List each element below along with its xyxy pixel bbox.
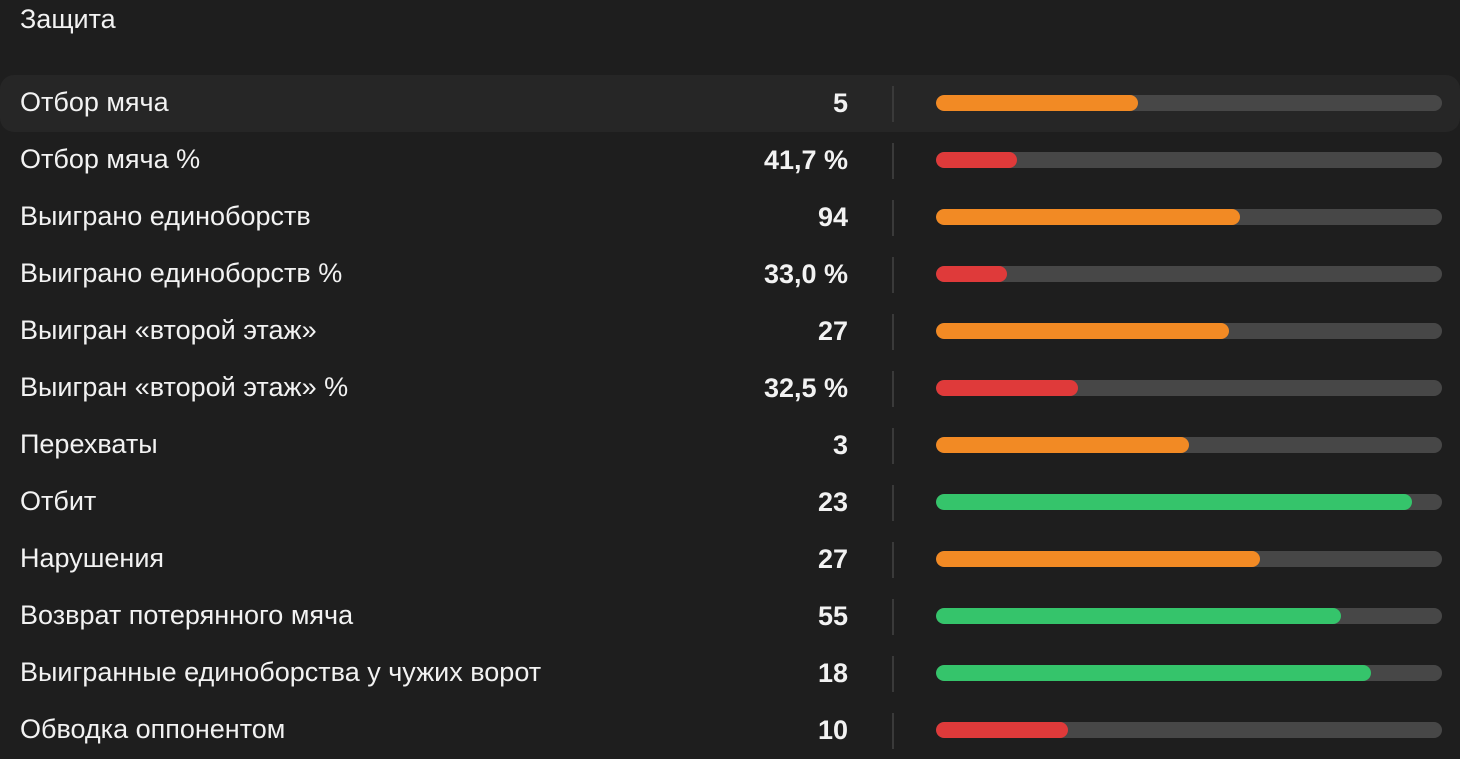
stat-bar-fill [936,323,1230,339]
row-divider [892,257,894,293]
stat-label: Отбор мяча [20,87,169,117]
stat-value: 27 [817,316,848,346]
row-divider [892,143,894,179]
stat-value: 32,5 % [763,373,848,403]
stat-label: Выигранные единоборства у чужих ворот [20,657,542,687]
stat-bar-fill [936,95,1139,111]
stat-bar-track [936,437,1442,453]
stat-bar-track [936,665,1442,681]
stat-label: Возврат потерянного мяча [20,600,354,630]
stat-row[interactable]: Выигранные единоборства у чужих ворот 18 [0,645,1460,702]
stat-value: 10 [817,715,848,745]
row-divider [892,485,894,521]
stat-row[interactable]: Перехваты 3 [0,417,1460,474]
stat-bar-fill [936,494,1412,510]
stat-label: Отбит [20,486,97,516]
stat-value: 23 [817,487,848,517]
stat-value: 5 [832,88,848,118]
stat-bar-fill [936,665,1372,681]
stat-label: Выиграно единоборств % [20,258,343,288]
row-divider [892,428,894,464]
stat-row[interactable]: Отбор мяча 5 [0,75,1460,132]
row-divider [892,371,894,407]
stat-label: Выигран «второй этаж» [20,315,317,345]
stat-bar-track [936,722,1442,738]
section-title: Защита [20,4,116,34]
stat-row[interactable]: Нарушения 27 [0,531,1460,588]
stat-label: Отбор мяча % [20,144,201,174]
stat-bar-track [936,209,1442,225]
stat-value: 94 [817,202,848,232]
stat-bar-fill [936,722,1068,738]
stat-row[interactable]: Возврат потерянного мяча 55 [0,588,1460,645]
stat-value: 55 [817,601,848,631]
stat-row[interactable]: Обводка оппонентом 10 [0,702,1460,759]
stat-bar-fill [936,209,1240,225]
stat-bar-fill [936,380,1078,396]
stat-row[interactable]: Отбор мяча % 41,7 % [0,132,1460,189]
stat-bar-track [936,551,1442,567]
stat-row[interactable]: Выигран «второй этаж» % 32,5 % [0,360,1460,417]
stat-row[interactable]: Выиграно единоборств 94 [0,189,1460,246]
row-divider [892,314,894,350]
stat-row[interactable]: Отбит 23 [0,474,1460,531]
stat-bar-track [936,95,1442,111]
stat-bar-fill [936,152,1017,168]
stats-list: Отбор мяча 5 Отбор мяча % 41,7 % Выигран… [0,75,1460,759]
stat-bar-track [936,494,1442,510]
stat-row[interactable]: Выиграно единоборств % 33,0 % [0,246,1460,303]
stat-bar-track [936,152,1442,168]
stat-label: Нарушения [20,543,165,573]
row-divider [892,542,894,578]
stat-row[interactable]: Выигран «второй этаж» 27 [0,303,1460,360]
stat-value: 3 [832,430,848,460]
row-divider [892,599,894,635]
stat-value: 27 [817,544,848,574]
stat-label: Выиграно единоборств [20,201,311,231]
stat-value: 18 [817,658,848,688]
row-divider [892,656,894,692]
row-divider [892,200,894,236]
row-divider [892,86,894,122]
stat-bar-fill [936,266,1007,282]
stat-bar-fill [936,551,1260,567]
stat-label: Обводка оппонентом [20,714,286,744]
stat-bar-fill [936,437,1189,453]
stat-label: Выигран «второй этаж» % [20,372,349,402]
stat-bar-track [936,608,1442,624]
stat-value: 41,7 % [763,145,848,175]
stat-value: 33,0 % [763,259,848,289]
stat-bar-track [936,323,1442,339]
stat-bar-fill [936,608,1341,624]
stat-label: Перехваты [20,429,158,459]
stat-bar-track [936,266,1442,282]
row-divider [892,713,894,749]
stat-bar-track [936,380,1442,396]
